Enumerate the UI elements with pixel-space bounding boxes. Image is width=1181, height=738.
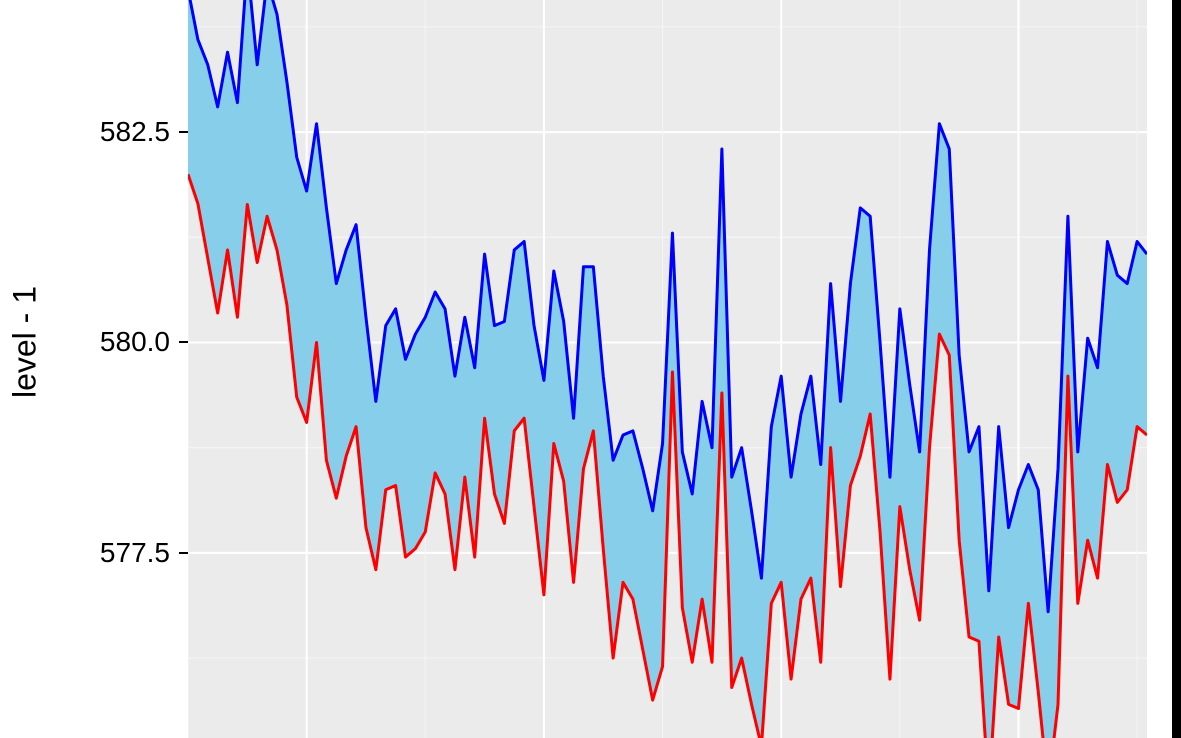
chart-container: level - 1 577.5580.0582.5 — [0, 0, 1181, 738]
plot-panel — [0, 0, 1181, 738]
right-border-strip — [1172, 0, 1181, 738]
